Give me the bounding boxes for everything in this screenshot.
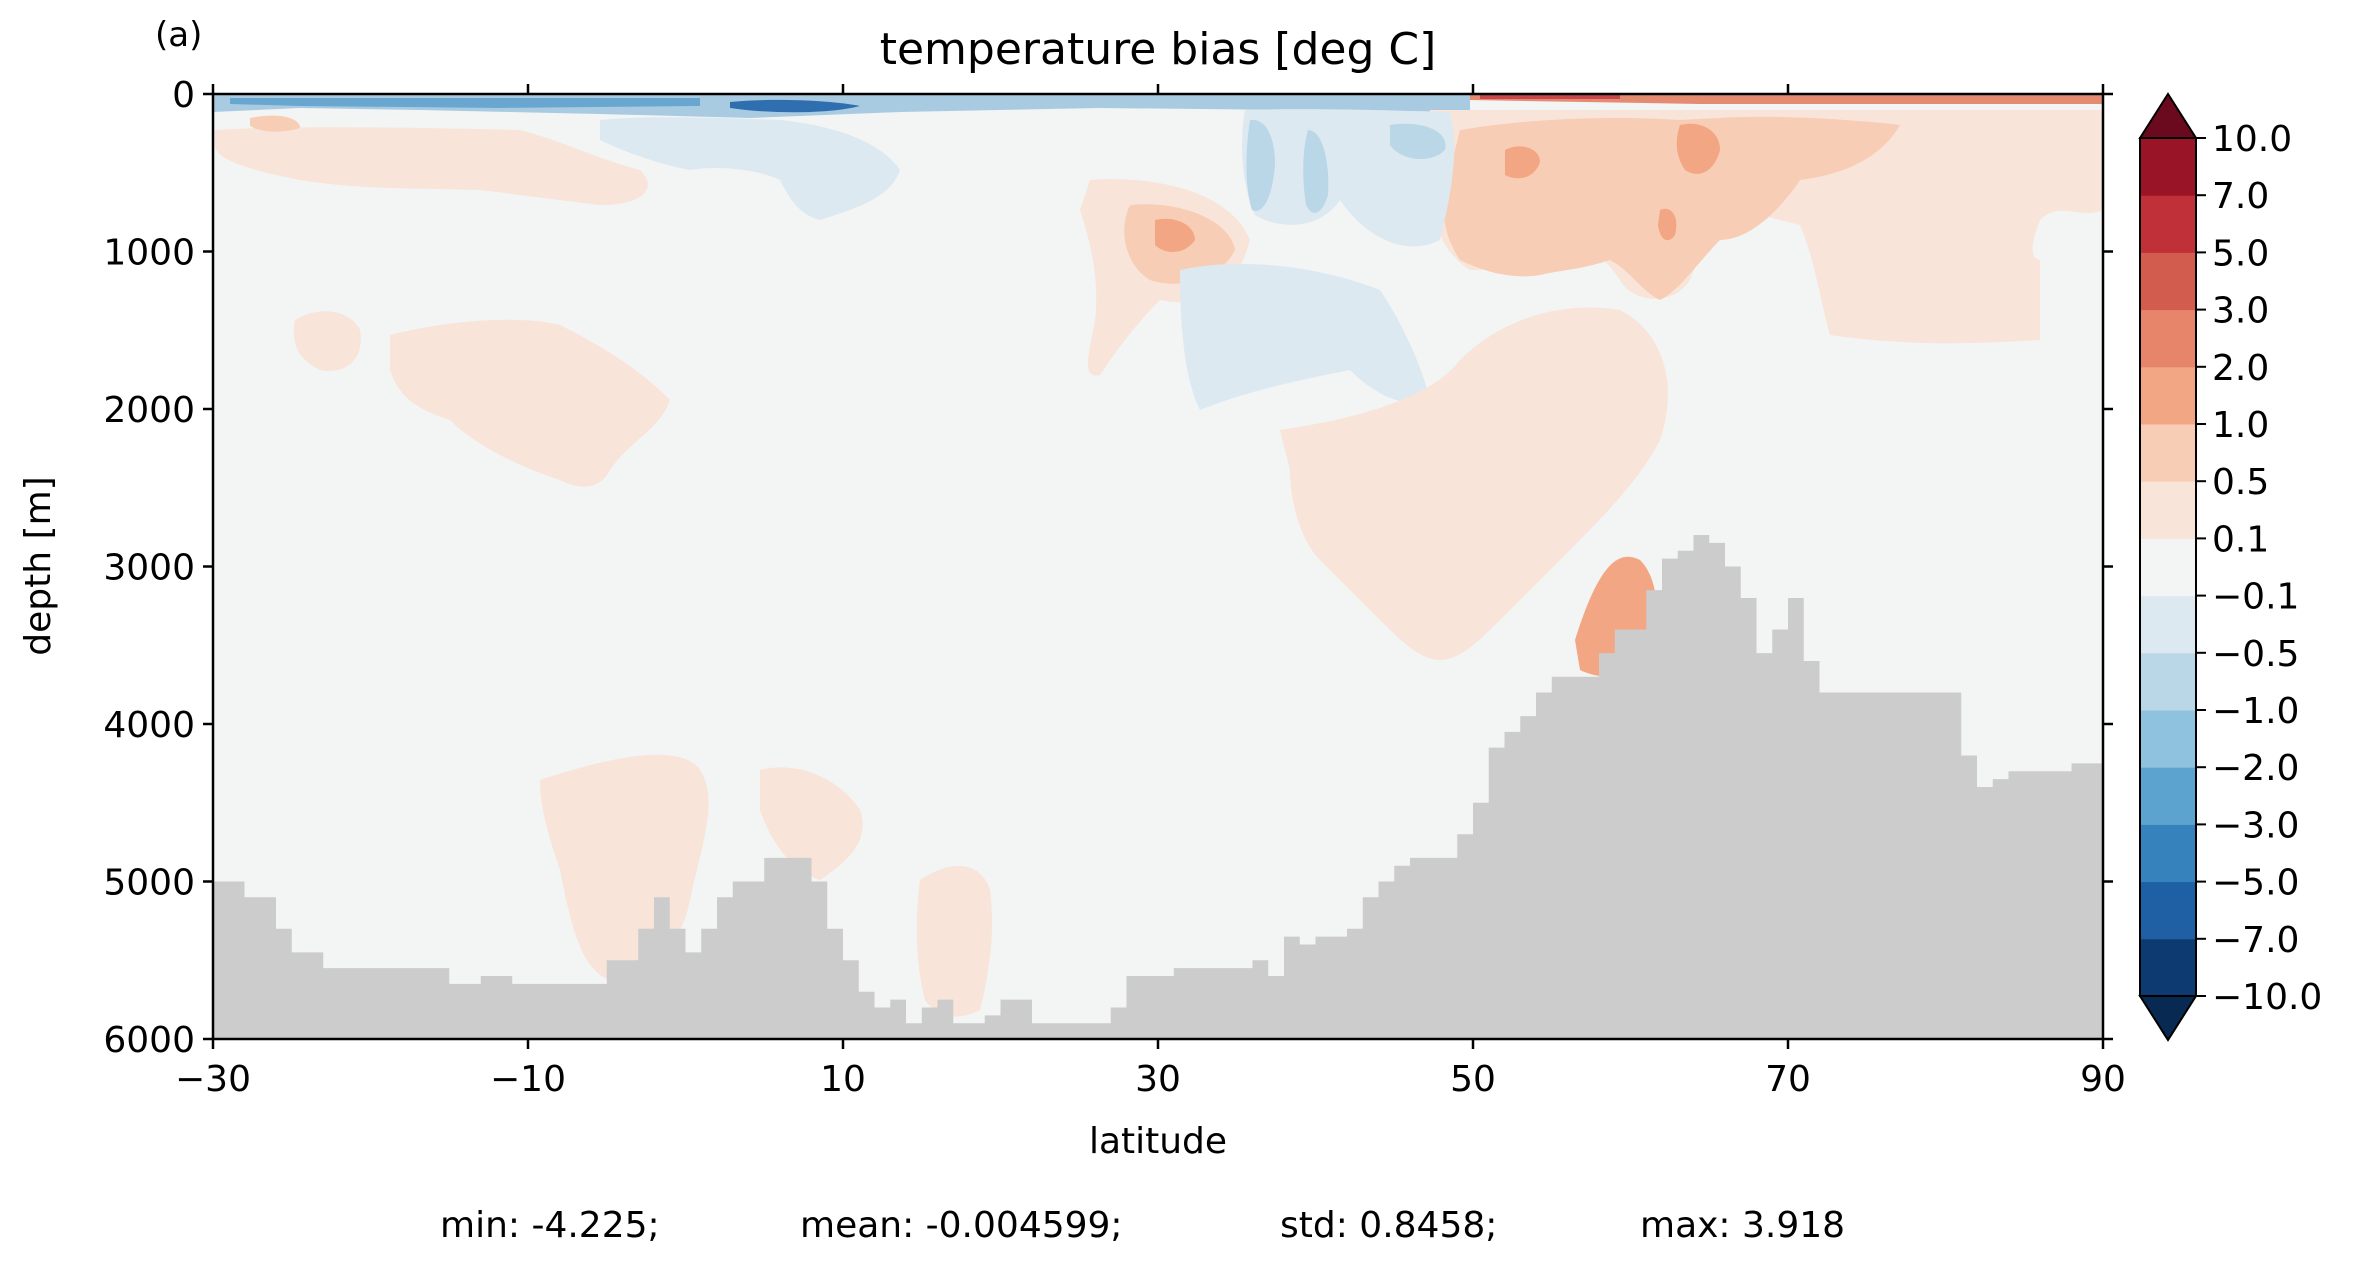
warm-patch-north-core [1676, 123, 1720, 174]
colorbar: −10.0 −7.0 −5.0 −3.0 −2.0 −1.0 −0.5 −0.1 0.1 0.5 1… [2138, 92, 2322, 1042]
colorbar-tick-label: 0.5 [2212, 462, 2269, 503]
warm-deep-bottom-eq [760, 767, 863, 880]
y-tick-label: 0 [172, 75, 195, 116]
colorbar-tick-label: −10.0 [2212, 977, 2322, 1018]
colorbar-under-arrow [2138, 995, 2198, 1042]
colorbar-tick-label: −7.0 [2212, 920, 2299, 961]
colorbar-swatch [2140, 767, 2196, 825]
stat-min: min: -4.225; [440, 1205, 660, 1246]
cold-core-c [1390, 123, 1446, 160]
colorbar-tick-label: −0.5 [2212, 634, 2299, 675]
colorbar-swatch [2140, 481, 2196, 539]
warm-patch-north-core2 [1505, 146, 1540, 179]
colorbar-tick-label: −1.0 [2212, 691, 2299, 732]
cold-patch-deep-mid [1180, 263, 1430, 410]
warm-deep-central [1280, 307, 1668, 660]
colorbar-tick-label: −3.0 [2212, 805, 2299, 846]
colorbar-tick-label: 0.1 [2212, 519, 2269, 560]
warm-patch-north-mid [1443, 116, 1900, 300]
colorbar-tick-label: 2.0 [2212, 348, 2269, 389]
x-tick-label: −30 [175, 1059, 251, 1100]
colorbar-swatch [2140, 938, 2196, 997]
y-axis-label: depth [m] [18, 476, 59, 655]
x-axis-label: latitude [1089, 1121, 1227, 1162]
colorbar-tick-label: 1.0 [2212, 405, 2269, 446]
cold-patch-equatorial [600, 117, 900, 220]
cold-core-a [1246, 119, 1275, 211]
statistics-line: min: -4.225; mean: -0.004599; std: 0.845… [440, 1205, 1845, 1246]
colorbar-tick-label: 3.0 [2212, 291, 2269, 332]
colorbar-tick-label: −2.0 [2212, 748, 2299, 789]
colorbar-over-arrow [2138, 92, 2198, 139]
colorbar-swatch [2140, 309, 2196, 368]
warm-patch-north-core3 [1658, 208, 1677, 241]
chart-title: temperature bias [deg C] [880, 24, 1437, 75]
colorbar-swatch [2140, 252, 2196, 311]
y-tick-label: 6000 [103, 1020, 195, 1061]
colorbar-swatch [2140, 366, 2196, 425]
colorbar-swatch [2140, 424, 2196, 482]
surface-warm-band [1470, 94, 2103, 104]
warm-deep-south-2 [390, 319, 670, 487]
land-mask [213, 535, 2103, 1039]
warm-patch-south-upper [215, 127, 648, 205]
colorbar-swatch [2140, 652, 2196, 711]
colorbar-tick-label: −0.1 [2212, 577, 2299, 618]
colorbar-tick-label: 7.0 [2212, 176, 2269, 217]
y-tick-label: 3000 [103, 548, 195, 589]
x-tick-label: 50 [1450, 1059, 1496, 1100]
y-tick-label: 5000 [103, 863, 195, 904]
y-tick-label: 1000 [103, 233, 195, 274]
surface-cold-core [730, 99, 860, 113]
colorbar-swatch [2140, 710, 2196, 768]
warm-deep-bottom-trop [916, 866, 992, 1017]
panel-label: (a) [155, 15, 202, 55]
y-tick-label: 4000 [103, 705, 195, 746]
stat-mean: mean: -0.004599; [800, 1205, 1123, 1246]
colorbar-tick-label: 10.0 [2212, 119, 2292, 160]
colorbar-swatch [2140, 881, 2196, 940]
y-axis: 0 1000 2000 3000 4000 5000 6000 [103, 75, 2113, 1061]
warm-patch-central-hot [1155, 218, 1195, 252]
stat-max: max: 3.918 [1640, 1205, 1845, 1246]
x-axis: −30 −10 10 30 50 70 90 [175, 84, 2126, 1100]
y-tick-label: 2000 [103, 390, 195, 431]
colorbar-swatch [2140, 595, 2196, 654]
colorbar-swatch [2140, 538, 2196, 597]
colorbar-swatch [2140, 138, 2196, 196]
colorbar-tick-label: −5.0 [2212, 863, 2299, 904]
colorbar-swatch [2140, 824, 2196, 883]
stat-std: std: 0.8458; [1280, 1205, 1497, 1246]
colorbar-frame [2139, 137, 2197, 997]
warm-patch-south-core [250, 115, 300, 132]
plot-area [211, 92, 2105, 1041]
x-tick-label: 90 [2080, 1059, 2126, 1100]
warm-deep-south-1 [293, 311, 361, 371]
x-tick-label: −10 [490, 1059, 566, 1100]
x-tick-label: 10 [820, 1059, 866, 1100]
cold-core-b [1303, 130, 1329, 213]
x-tick-label: 30 [1135, 1059, 1181, 1100]
temperature-bias-field [213, 94, 2103, 410]
x-tick-label: 70 [1765, 1059, 1811, 1100]
surface-cold-shallow [230, 98, 700, 108]
colorbar-swatch [2140, 195, 2196, 253]
colorbar-tick-label: 5.0 [2212, 233, 2269, 274]
